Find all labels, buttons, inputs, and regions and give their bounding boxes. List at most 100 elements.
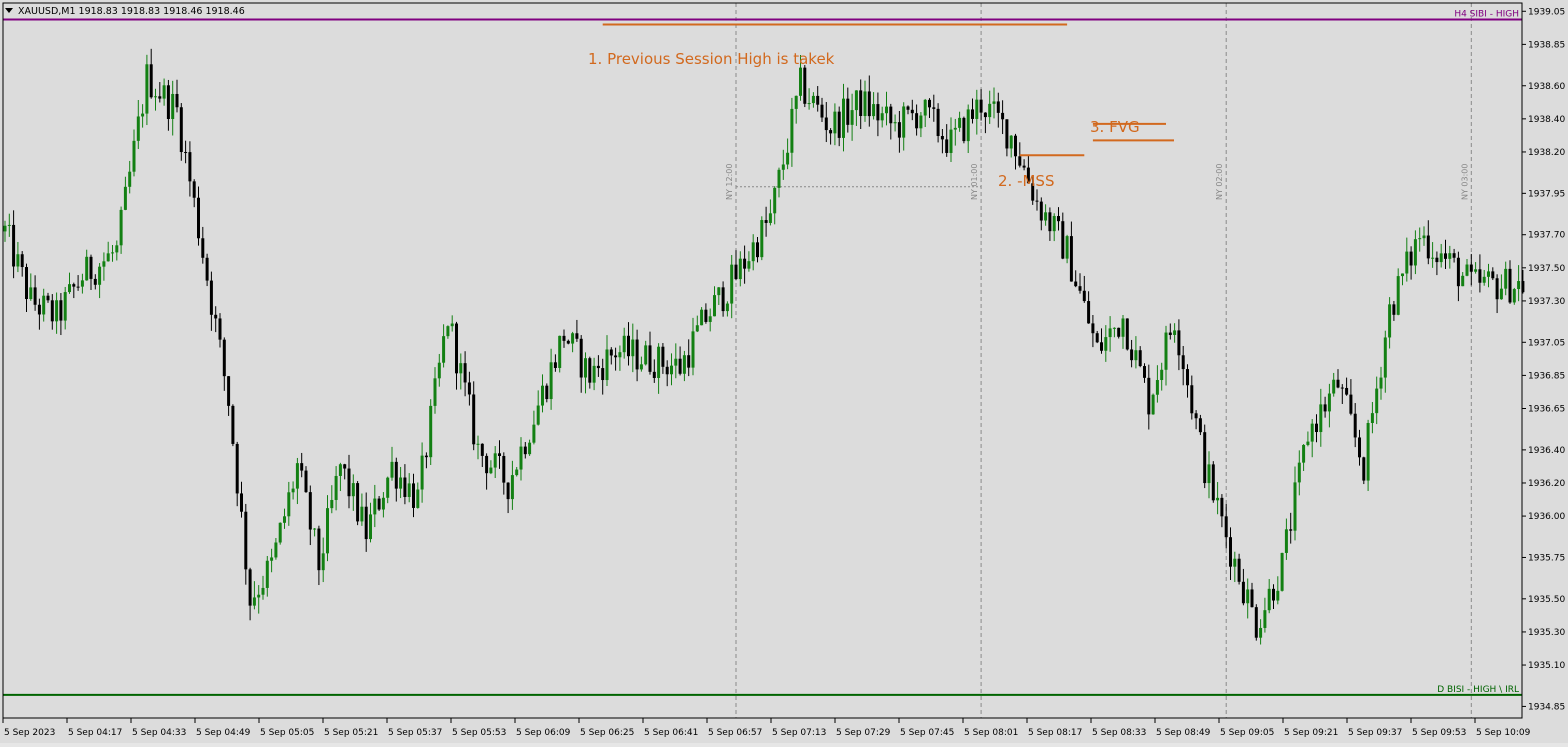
candle-body <box>1504 268 1508 289</box>
candle-body <box>1362 457 1366 481</box>
candle-body <box>68 284 71 293</box>
candle-body <box>756 242 759 258</box>
candle-body <box>330 499 334 509</box>
candle-body <box>76 286 80 288</box>
candle-body <box>553 362 557 368</box>
candle-body <box>437 362 441 379</box>
x-tick-label: 5 Sep 04:49 <box>196 728 251 738</box>
candle-body <box>46 295 50 301</box>
x-tick-label: 5 Sep 09:21 <box>1284 728 1338 738</box>
plot-frame <box>2 2 1523 719</box>
candle-body <box>928 99 931 108</box>
x-tick-label: 5 Sep 08:49 <box>1156 728 1211 738</box>
candle-body <box>111 252 114 254</box>
candle-body <box>1211 464 1215 501</box>
candle-body <box>317 528 321 571</box>
candle-body <box>566 340 570 344</box>
candle-body <box>781 164 785 170</box>
candle-body <box>837 111 841 138</box>
x-tick-label: 5 Sep 07:45 <box>900 728 954 738</box>
x-tick-label: 5 Sep 04:33 <box>132 728 186 738</box>
candle-body <box>1091 323 1095 334</box>
candle-body <box>222 339 226 377</box>
candle-body <box>988 103 992 118</box>
candle-body <box>300 463 304 471</box>
x-tick-label: 5 Sep 08:01 <box>964 728 1018 738</box>
session-label: NY 02:00 <box>1215 164 1224 200</box>
candle-body <box>859 90 863 117</box>
candle-body <box>1409 251 1413 266</box>
triangle-down-icon[interactable] <box>5 8 13 13</box>
candle-body <box>962 117 966 142</box>
candle-body <box>1319 404 1323 433</box>
candle-body <box>338 464 342 476</box>
candle-body <box>283 516 286 523</box>
candle-body <box>179 107 183 153</box>
candle-body <box>1095 333 1099 343</box>
candle-body <box>278 522 282 543</box>
candle-body <box>55 300 59 322</box>
candle-body <box>807 103 811 105</box>
candle-body <box>429 405 433 458</box>
candle-body <box>326 508 329 554</box>
annotations: 1. Previous Session High is takek 2. -MSS… <box>588 23 1174 190</box>
candle-body <box>734 264 738 280</box>
candle-body <box>1345 387 1349 395</box>
candle-body <box>1383 337 1387 378</box>
candle-body <box>1190 385 1194 414</box>
candle-body <box>201 238 205 258</box>
candle-body <box>1074 281 1078 287</box>
candle-body <box>1039 201 1043 221</box>
candle-body <box>1431 257 1435 259</box>
candle-body <box>777 169 781 188</box>
candle-body <box>622 335 626 353</box>
candle-body <box>678 358 682 374</box>
candle-body <box>983 112 987 118</box>
candle-body <box>773 187 777 214</box>
candle-body <box>141 113 145 117</box>
candle-body <box>876 104 880 121</box>
candle-body <box>1310 423 1314 442</box>
candles <box>3 48 1525 645</box>
candle-body <box>1082 290 1086 302</box>
candle-body <box>1108 328 1112 338</box>
candle-body <box>842 98 845 138</box>
candle-body <box>1057 216 1060 222</box>
x-tick-label: 5 Sep 06:57 <box>708 728 762 738</box>
candle-body <box>657 346 661 378</box>
candle-body <box>1194 413 1198 419</box>
candle-body <box>1117 327 1121 337</box>
candle-body <box>1426 235 1430 259</box>
candle-body <box>799 67 802 96</box>
candle-body <box>639 364 643 370</box>
candle-body <box>472 394 476 445</box>
candle-body <box>270 557 274 561</box>
candle-body <box>106 253 110 262</box>
candle-body <box>115 245 119 253</box>
candle-body <box>1246 589 1250 604</box>
candle-body <box>42 295 46 315</box>
candle-body <box>1508 268 1512 303</box>
candle-body <box>575 333 579 339</box>
candle-body <box>407 483 411 497</box>
candle-body <box>609 349 613 356</box>
candle-body <box>601 368 605 381</box>
candle-body <box>1125 318 1129 350</box>
candle-body <box>794 95 798 109</box>
candle-body <box>605 349 609 381</box>
candle-body <box>1435 257 1439 263</box>
candle-body <box>373 498 377 515</box>
candle-body <box>910 109 914 114</box>
candle-body <box>854 90 858 111</box>
candle-body <box>257 594 261 598</box>
candle-body <box>545 385 549 400</box>
candle-body <box>1512 289 1516 303</box>
candle-body <box>768 213 772 223</box>
d-bisi-label: D BISI - HIGH \ IRL <box>1437 685 1519 695</box>
candle-body <box>1009 135 1013 149</box>
candle-body <box>98 266 102 285</box>
candle-body <box>704 309 708 322</box>
candle-body <box>184 152 188 154</box>
mss-label: 2. -MSS <box>998 172 1054 190</box>
